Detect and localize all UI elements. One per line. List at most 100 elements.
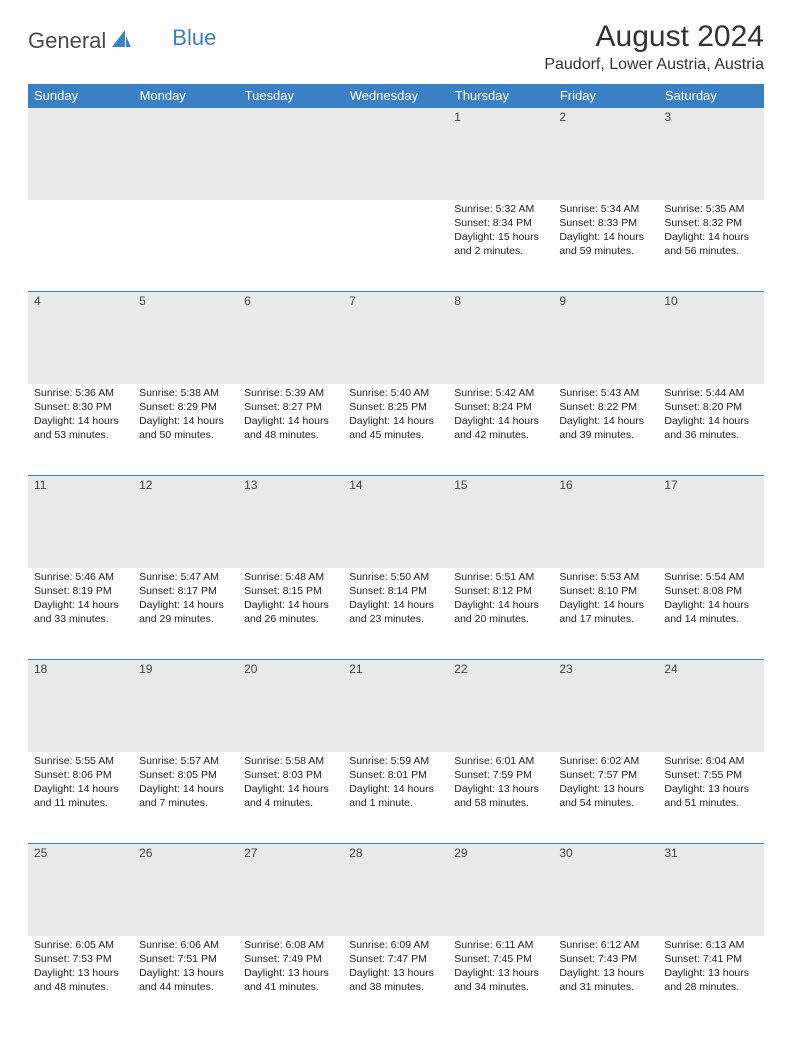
day-number: 14 xyxy=(343,476,448,494)
day-content: Sunrise: 5:40 AMSunset: 8:25 PMDaylight:… xyxy=(343,384,448,447)
daynum-cell xyxy=(28,108,133,200)
day-number: 19 xyxy=(133,660,238,678)
weekday-header: Tuesday xyxy=(238,84,343,108)
daynum-cell: 10 xyxy=(658,292,763,384)
day-number: 10 xyxy=(658,292,763,310)
day-content: Sunrise: 5:57 AMSunset: 8:05 PMDaylight:… xyxy=(133,752,238,815)
daynum-cell xyxy=(133,108,238,200)
day-content: Sunrise: 5:59 AMSunset: 8:01 PMDaylight:… xyxy=(343,752,448,815)
day-number: 6 xyxy=(238,292,343,310)
daynum-cell: 11 xyxy=(28,476,133,568)
daynum-cell: 6 xyxy=(238,292,343,384)
weekday-header: Thursday xyxy=(448,84,553,108)
header: General Blue August 2024 Paudorf, Lower … xyxy=(28,20,764,74)
daynum-cell: 26 xyxy=(133,844,238,936)
day-number: 29 xyxy=(448,844,553,862)
daynum-cell xyxy=(343,108,448,200)
day-content: Sunrise: 5:44 AMSunset: 8:20 PMDaylight:… xyxy=(658,384,763,447)
content-row: Sunrise: 5:46 AMSunset: 8:19 PMDaylight:… xyxy=(28,568,764,660)
day-number: 3 xyxy=(658,108,763,126)
day-cell: Sunrise: 5:36 AMSunset: 8:30 PMDaylight:… xyxy=(28,384,133,476)
daynum-row: 123 xyxy=(28,108,764,200)
day-cell: Sunrise: 5:57 AMSunset: 8:05 PMDaylight:… xyxy=(133,752,238,844)
day-content: Sunrise: 5:58 AMSunset: 8:03 PMDaylight:… xyxy=(238,752,343,815)
month-title: August 2024 xyxy=(544,20,764,54)
daynum-cell: 14 xyxy=(343,476,448,568)
day-content: Sunrise: 6:08 AMSunset: 7:49 PMDaylight:… xyxy=(238,936,343,999)
day-content: Sunrise: 5:38 AMSunset: 8:29 PMDaylight:… xyxy=(133,384,238,447)
daynum-cell: 4 xyxy=(28,292,133,384)
day-content: Sunrise: 5:55 AMSunset: 8:06 PMDaylight:… xyxy=(28,752,133,815)
weekday-header: Friday xyxy=(553,84,658,108)
day-number: 9 xyxy=(553,292,658,310)
day-cell xyxy=(28,200,133,292)
brand-part1: General xyxy=(28,28,106,54)
daynum-row: 18192021222324 xyxy=(28,660,764,752)
day-cell: Sunrise: 5:42 AMSunset: 8:24 PMDaylight:… xyxy=(448,384,553,476)
day-number: 27 xyxy=(238,844,343,862)
weekday-header-row: SundayMondayTuesdayWednesdayThursdayFrid… xyxy=(28,84,764,108)
title-block: August 2024 Paudorf, Lower Austria, Aust… xyxy=(544,20,764,74)
weekday-header: Sunday xyxy=(28,84,133,108)
day-content: Sunrise: 6:11 AMSunset: 7:45 PMDaylight:… xyxy=(448,936,553,999)
day-content: Sunrise: 5:50 AMSunset: 8:14 PMDaylight:… xyxy=(343,568,448,631)
day-content: Sunrise: 6:09 AMSunset: 7:47 PMDaylight:… xyxy=(343,936,448,999)
day-content: Sunrise: 6:01 AMSunset: 7:59 PMDaylight:… xyxy=(448,752,553,815)
day-content: Sunrise: 5:42 AMSunset: 8:24 PMDaylight:… xyxy=(448,384,553,447)
daynum-cell: 25 xyxy=(28,844,133,936)
day-cell: Sunrise: 6:04 AMSunset: 7:55 PMDaylight:… xyxy=(658,752,763,844)
day-cell: Sunrise: 6:11 AMSunset: 7:45 PMDaylight:… xyxy=(448,936,553,1028)
daynum-cell: 13 xyxy=(238,476,343,568)
day-number: 28 xyxy=(343,844,448,862)
daynum-cell: 18 xyxy=(28,660,133,752)
day-content: Sunrise: 5:47 AMSunset: 8:17 PMDaylight:… xyxy=(133,568,238,631)
brand-sail-icon xyxy=(112,30,132,53)
day-number: 11 xyxy=(28,476,133,494)
day-cell: Sunrise: 5:44 AMSunset: 8:20 PMDaylight:… xyxy=(658,384,763,476)
weekday-header: Monday xyxy=(133,84,238,108)
day-cell: Sunrise: 6:12 AMSunset: 7:43 PMDaylight:… xyxy=(553,936,658,1028)
day-number: 8 xyxy=(448,292,553,310)
day-number: 5 xyxy=(133,292,238,310)
day-cell: Sunrise: 5:40 AMSunset: 8:25 PMDaylight:… xyxy=(343,384,448,476)
day-content: Sunrise: 5:51 AMSunset: 8:12 PMDaylight:… xyxy=(448,568,553,631)
day-cell xyxy=(238,200,343,292)
daynum-cell: 9 xyxy=(553,292,658,384)
day-cell: Sunrise: 5:43 AMSunset: 8:22 PMDaylight:… xyxy=(553,384,658,476)
day-number: 26 xyxy=(133,844,238,862)
daynum-cell: 28 xyxy=(343,844,448,936)
location-text: Paudorf, Lower Austria, Austria xyxy=(544,56,764,74)
day-cell: Sunrise: 6:09 AMSunset: 7:47 PMDaylight:… xyxy=(343,936,448,1028)
day-number: 24 xyxy=(658,660,763,678)
daynum-cell: 29 xyxy=(448,844,553,936)
calendar-body: 123Sunrise: 5:32 AMSunset: 8:34 PMDaylig… xyxy=(28,108,764,1028)
day-cell: Sunrise: 5:50 AMSunset: 8:14 PMDaylight:… xyxy=(343,568,448,660)
calendar-page: General Blue August 2024 Paudorf, Lower … xyxy=(0,0,792,1048)
day-cell: Sunrise: 6:08 AMSunset: 7:49 PMDaylight:… xyxy=(238,936,343,1028)
weekday-header: Saturday xyxy=(658,84,763,108)
day-content: Sunrise: 5:32 AMSunset: 8:34 PMDaylight:… xyxy=(448,200,553,263)
daynum-cell: 15 xyxy=(448,476,553,568)
daynum-cell xyxy=(238,108,343,200)
day-number: 30 xyxy=(553,844,658,862)
daynum-cell: 31 xyxy=(658,844,763,936)
day-number: 20 xyxy=(238,660,343,678)
day-cell: Sunrise: 5:32 AMSunset: 8:34 PMDaylight:… xyxy=(448,200,553,292)
day-cell: Sunrise: 5:59 AMSunset: 8:01 PMDaylight:… xyxy=(343,752,448,844)
day-number: 12 xyxy=(133,476,238,494)
content-row: Sunrise: 5:55 AMSunset: 8:06 PMDaylight:… xyxy=(28,752,764,844)
day-number: 16 xyxy=(553,476,658,494)
daynum-cell: 3 xyxy=(658,108,763,200)
daynum-cell: 23 xyxy=(553,660,658,752)
daynum-cell: 16 xyxy=(553,476,658,568)
day-number: 4 xyxy=(28,292,133,310)
day-cell: Sunrise: 6:02 AMSunset: 7:57 PMDaylight:… xyxy=(553,752,658,844)
day-cell: Sunrise: 5:55 AMSunset: 8:06 PMDaylight:… xyxy=(28,752,133,844)
weekday-header: Wednesday xyxy=(343,84,448,108)
day-cell: Sunrise: 6:01 AMSunset: 7:59 PMDaylight:… xyxy=(448,752,553,844)
daynum-cell: 22 xyxy=(448,660,553,752)
day-content: Sunrise: 5:53 AMSunset: 8:10 PMDaylight:… xyxy=(553,568,658,631)
day-number: 13 xyxy=(238,476,343,494)
day-cell: Sunrise: 5:51 AMSunset: 8:12 PMDaylight:… xyxy=(448,568,553,660)
daynum-cell: 12 xyxy=(133,476,238,568)
